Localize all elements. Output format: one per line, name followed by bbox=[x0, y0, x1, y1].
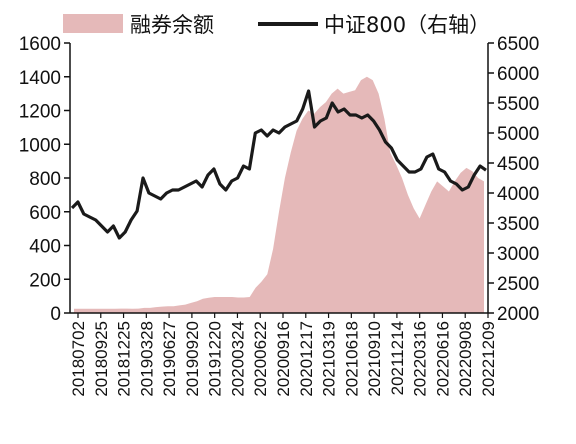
x-axis-tick-label: 20200622 bbox=[251, 321, 270, 397]
right-axis-tick-label: 6000 bbox=[497, 64, 539, 85]
right-axis-tick-label: 3500 bbox=[497, 214, 539, 235]
left-axis-tick-label: 800 bbox=[29, 169, 61, 190]
right-axis-tick-label: 6500 bbox=[497, 34, 539, 55]
legend-label-line: 中证800（右轴） bbox=[324, 13, 490, 37]
left-axis-tick-label: 1400 bbox=[19, 68, 61, 89]
x-axis-tick-label: 20191220 bbox=[206, 321, 225, 397]
left-axis-tick-label: 0 bbox=[50, 304, 61, 325]
x-axis-tick-label: 20210910 bbox=[365, 321, 384, 397]
right-axis-tick-label: 5000 bbox=[497, 124, 539, 145]
left-axis-tick-label: 1200 bbox=[19, 102, 61, 123]
x-axis-tick-label: 20220316 bbox=[411, 321, 430, 397]
x-axis-tick-label: 20190328 bbox=[137, 321, 156, 397]
right-axis-tick-label: 4500 bbox=[497, 154, 539, 175]
left-axis: 0 200 400 600 800 1000 1200 1400 1600 bbox=[19, 34, 71, 325]
area-series-margin-short bbox=[74, 76, 484, 313]
left-axis-tick-label: 200 bbox=[29, 270, 61, 291]
x-axis-tick-label: 20201217 bbox=[297, 321, 316, 397]
x-axis-tick-label: 20200324 bbox=[228, 321, 247, 397]
x-axis-tick-label: 20200916 bbox=[274, 321, 293, 397]
legend-label-area: 融券余额 bbox=[130, 13, 214, 37]
legend: 融券余额 中证800（右轴） bbox=[63, 13, 490, 37]
x-axis-tick-label: 20190920 bbox=[183, 321, 202, 397]
left-axis-tick-label: 1600 bbox=[19, 34, 61, 55]
x-axis-tick-label: 20221209 bbox=[479, 321, 498, 397]
x-axis-tick-label: 20180925 bbox=[92, 321, 111, 397]
x-axis-tick-label: 20180702 bbox=[69, 321, 88, 397]
right-axis-tick-label: 4000 bbox=[497, 184, 539, 205]
x-axis-tick-label: 20190627 bbox=[160, 321, 179, 397]
right-axis-tick-label: 3000 bbox=[497, 244, 539, 265]
right-axis-tick-label: 5500 bbox=[497, 94, 539, 115]
left-axis-tick-label: 400 bbox=[29, 237, 61, 258]
x-axis: 20180702 20180925 20181225 20190328 20190627… bbox=[69, 312, 498, 397]
x-axis-tick-label: 20210319 bbox=[320, 321, 339, 397]
right-axis: 2000 2500 3000 3500 4000 4500 5000 5500 6000 6500 bbox=[487, 34, 539, 325]
left-axis-tick-label: 1000 bbox=[19, 135, 61, 156]
x-axis-tick-label: 20211214 bbox=[388, 321, 407, 395]
line-series-csi800 bbox=[70, 89, 487, 240]
line-series-layer bbox=[70, 89, 487, 240]
x-axis-tick-label: 20220616 bbox=[433, 321, 452, 397]
x-axis-tick-label: 20220908 bbox=[456, 321, 475, 397]
right-axis-tick-label: 2000 bbox=[497, 304, 539, 325]
area-series-layer bbox=[74, 76, 484, 313]
x-axis-tick-label: 20210618 bbox=[342, 321, 361, 397]
left-axis-tick-label: 600 bbox=[29, 203, 61, 224]
legend-swatch-area bbox=[63, 14, 123, 33]
right-axis-tick-label: 2500 bbox=[497, 274, 539, 295]
x-axis-tick-label: 20181225 bbox=[115, 321, 134, 397]
